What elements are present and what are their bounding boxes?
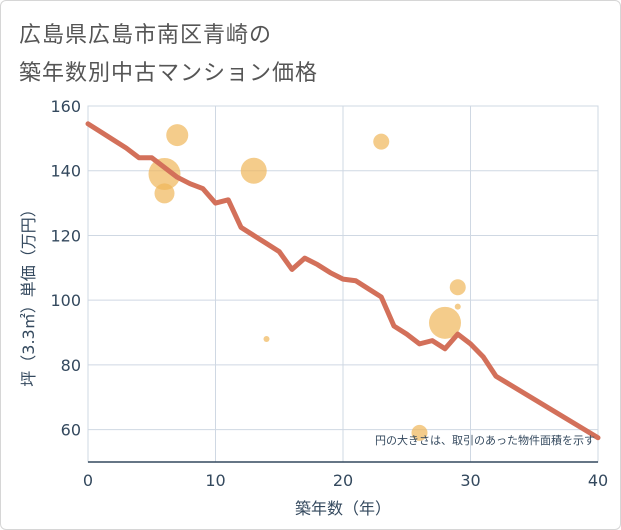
data-bubble [429,306,461,339]
trend-line-layer [85,121,601,441]
data-bubble [449,279,466,296]
x-tick-label: 40 [588,471,608,490]
data-bubble [148,157,181,190]
data-bubble [263,336,270,343]
bubble-layer [148,124,466,441]
y-tick-label: 120 [50,226,81,245]
x-tick-label: 10 [205,471,225,490]
y-tick-label: 160 [50,97,81,116]
data-bubble [454,303,461,310]
chart-title-line-2: 築年数別中古マンション価格 [19,61,319,86]
x-tick-label: 0 [83,471,93,490]
x-axis-label: 築年数（年） [295,499,391,518]
data-bubble [411,424,428,441]
x-tick-label: 30 [460,471,480,490]
y-tick-label: 140 [50,162,81,181]
data-bubble [240,157,267,184]
data-bubble [166,124,189,147]
y-tick-label: 100 [50,291,81,310]
x-tick-label: 20 [333,471,353,490]
chart-title-line-1: 広島県広島市南区青崎の [19,23,273,48]
y-tick-label: 60 [61,421,81,440]
trend-line [85,121,601,441]
y-tick-label: 80 [61,356,81,375]
data-bubble [154,183,175,204]
y-axis-label: 坪（3.3㎡）単価（万円） [19,201,38,386]
data-bubble [373,133,390,150]
size-note: 円の大きさは、取引のあった物件面積を示す [375,433,595,447]
tick-labels: 0 10 20 30 40 60 80 100 120 140 160 [50,97,608,490]
